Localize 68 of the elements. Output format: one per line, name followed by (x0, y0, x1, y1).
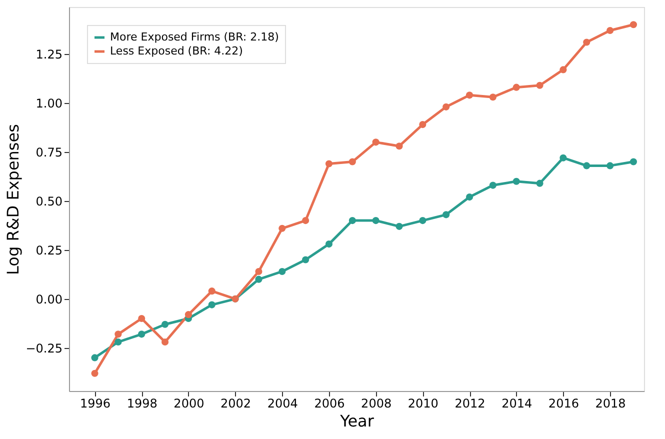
point (583, 38, 590, 46)
point (208, 288, 216, 295)
point (489, 94, 496, 101)
point (512, 84, 520, 91)
x-tick-label: 2008 (361, 396, 392, 410)
point (419, 121, 426, 128)
point (489, 182, 496, 189)
y-tick-label: 1.00 (36, 96, 62, 110)
point (184, 311, 192, 318)
point (325, 240, 333, 248)
point (114, 338, 122, 346)
point (466, 194, 474, 201)
point (91, 354, 98, 362)
y-axis-title: Log R&D Expenses (4, 124, 23, 275)
point (302, 217, 310, 224)
point (138, 314, 146, 322)
point (325, 160, 333, 168)
x-tick-label: 1996 (80, 396, 111, 410)
x-axis-title: Year (339, 412, 374, 430)
point (630, 158, 637, 166)
point (372, 138, 380, 146)
point (396, 222, 403, 230)
point (466, 92, 474, 99)
y-tick-label: 0.75 (36, 145, 62, 160)
y-tick-label: 0.25 (36, 243, 62, 258)
point (396, 142, 403, 150)
point (536, 180, 544, 187)
x-tick-label: 2000 (174, 396, 204, 410)
point (442, 211, 450, 218)
x-tick-label: 2006 (314, 396, 345, 410)
point (255, 276, 262, 283)
point (161, 320, 169, 328)
point (560, 66, 567, 74)
point (208, 301, 216, 308)
x-tick-label: 2014 (502, 396, 532, 410)
x-tick-label: 2004 (267, 396, 298, 410)
point (372, 217, 380, 224)
point (630, 21, 637, 28)
y-tick-label: 0.50 (36, 194, 62, 208)
legend-label: Less Exposed (BR: 4.22) (110, 44, 243, 58)
x-tick-label: 2010 (408, 396, 438, 410)
x-tick-label: 1998 (126, 396, 158, 410)
point (255, 268, 262, 276)
point (348, 217, 356, 224)
legend-label: More Exposed Firms (BR: 2.18) (110, 30, 279, 44)
point (114, 330, 122, 338)
x-tick-label: 2016 (548, 396, 579, 410)
point (583, 162, 590, 170)
point (138, 330, 146, 338)
point (91, 370, 98, 377)
point (606, 162, 614, 170)
point (560, 154, 567, 162)
point (278, 224, 286, 232)
x-tick-label: 2018 (595, 396, 626, 410)
point (442, 103, 450, 110)
point (536, 82, 544, 89)
point (419, 217, 426, 224)
point (161, 338, 169, 346)
point (278, 268, 286, 276)
point (302, 256, 310, 264)
y-tick-label: −0.25 (26, 341, 62, 356)
point (348, 158, 356, 166)
x-tick-label: 2002 (220, 396, 252, 410)
y-tick-label: 1.25 (36, 48, 62, 62)
x-tick-label: 2012 (454, 396, 486, 410)
y-tick-label: 0.00 (36, 292, 62, 306)
point (512, 178, 520, 185)
point (606, 26, 614, 34)
